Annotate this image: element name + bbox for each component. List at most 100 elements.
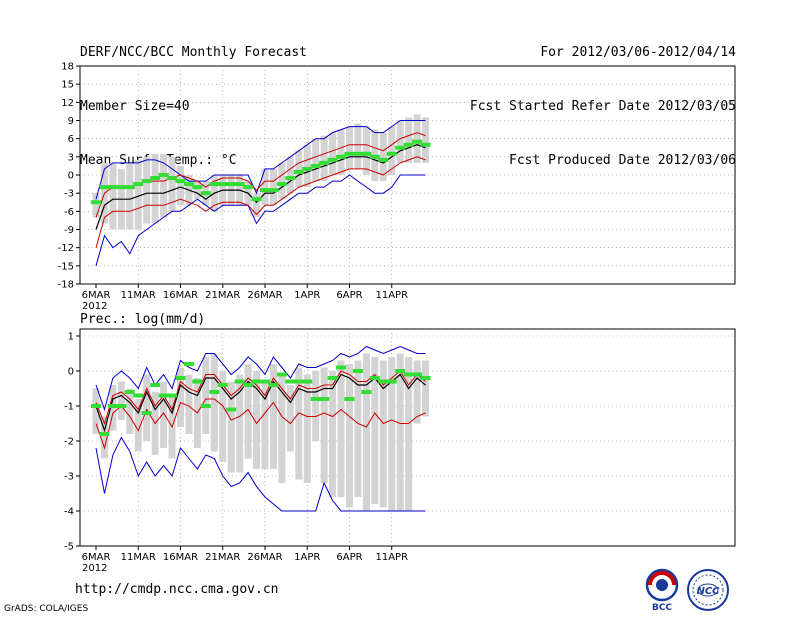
ensemble-spread-bar [92, 193, 100, 218]
observed-marker [319, 160, 330, 165]
observed-marker [378, 157, 389, 162]
ensemble-spread-bar [253, 371, 261, 469]
ensemble-spread-bar [109, 162, 117, 230]
observed-marker [192, 185, 203, 190]
observed-marker [395, 145, 406, 150]
y-tick-label: -5 [64, 542, 74, 553]
observed-marker [124, 390, 135, 394]
observed-marker [226, 182, 237, 187]
ensemble-spread-bar [143, 374, 151, 441]
ensemble-spread-bar [100, 416, 108, 459]
observed-marker [251, 197, 262, 202]
ensemble-spread-bar [312, 138, 320, 182]
ensemble-spread-bar [396, 120, 404, 163]
ensemble-spread-bar [320, 135, 328, 182]
observed-marker [158, 173, 169, 177]
observed-marker [344, 397, 355, 401]
ensemble-spread-bar [269, 168, 277, 206]
chart-title: DERF/NCC/BCC Monthly Forecast [80, 45, 307, 60]
observed-marker [310, 163, 321, 168]
ensemble-spread-bar [312, 371, 320, 441]
x-tick-label: 16MAR [163, 290, 198, 301]
observed-marker [327, 376, 338, 380]
y-tick-label: -18 [58, 280, 74, 291]
ensemble-spread-bar [379, 360, 387, 508]
observed-marker [91, 200, 101, 205]
ensemble-spread-bar [244, 364, 252, 459]
observed-marker [141, 179, 152, 184]
precip-panel-title: Prec.: log(mm/d) [80, 312, 205, 327]
series-ensemble-min [95, 174, 426, 266]
observed-marker [217, 182, 228, 187]
observed-marker [183, 182, 194, 187]
observed-marker [420, 376, 431, 380]
observed-marker [302, 166, 313, 171]
bcc-logo: BCC [645, 568, 679, 612]
y-tick-label: -6 [64, 207, 74, 218]
panel-frame [79, 328, 736, 547]
ensemble-spread-bar [346, 364, 353, 508]
observed-marker [251, 379, 262, 384]
ensemble-spread-bar [151, 153, 159, 224]
x-tick-label: 21MAR [205, 552, 240, 563]
observed-marker [167, 176, 178, 181]
ensemble-spread-bar [227, 381, 235, 473]
ensemble-spread-bar [126, 388, 134, 434]
ensemble-spread-bar [185, 374, 193, 434]
ensemble-spread-bar [405, 357, 413, 511]
series-ensemble-min [95, 436, 426, 512]
year-label: 2012 [82, 301, 107, 312]
observed-marker [243, 383, 254, 387]
ensemble-spread-bar [160, 153, 168, 218]
observed-marker [420, 142, 431, 147]
y-tick-label: 0 [68, 171, 74, 182]
x-tick-label: 26MAR [247, 552, 282, 563]
x-tick-label: 1APR [294, 290, 320, 301]
ensemble-spread-bar [126, 162, 134, 230]
observed-marker [209, 390, 220, 394]
observed-marker [175, 376, 186, 380]
observed-marker [336, 154, 347, 159]
ensemble-spread-bar [134, 399, 142, 452]
observed-marker [99, 185, 110, 190]
y-tick-label: 9 [68, 116, 74, 127]
observed-marker [200, 191, 211, 196]
y-tick-label: 0 [68, 367, 74, 378]
ensemble-spread-bar [134, 159, 142, 230]
observed-marker [369, 154, 380, 159]
observed-marker [99, 432, 110, 436]
series-ensemble-mean [95, 373, 426, 433]
y-tick-label: -12 [58, 243, 74, 254]
ensemble-spread-bar [320, 367, 328, 483]
svg-text:BCC: BCC [652, 603, 672, 612]
observed-marker [268, 383, 279, 387]
x-tick-label: 26MAR [247, 290, 282, 301]
observed-marker [412, 372, 423, 377]
observed-marker [361, 151, 372, 156]
observed-marker [260, 188, 270, 193]
ensemble-spread-bar [413, 114, 421, 163]
ensemble-spread-bar [371, 357, 379, 504]
ensemble-spread-bar [117, 381, 125, 420]
ensemble-spread-bar [388, 126, 396, 175]
source-url[interactable]: http://cmdp.ncc.cma.gov.cn [75, 582, 279, 597]
observed-marker [293, 169, 304, 174]
observed-marker [192, 379, 203, 384]
ensemble-spread-bar [202, 357, 210, 434]
series-ensemble-max [95, 120, 426, 200]
observed-marker [183, 362, 194, 366]
observed-marker [116, 185, 127, 190]
member-size: Member Size=40 [80, 99, 190, 114]
x-tick-label: 1APR [294, 552, 320, 563]
observed-marker [386, 151, 397, 156]
series-ensemble-max [95, 345, 426, 412]
x-tick-label: 11APR [375, 552, 408, 563]
x-tick-label: 11MAR [121, 552, 156, 563]
ensemble-spread-bar [92, 388, 100, 434]
fcst-started-date: Fcst Started Refer Date 2012/03/05 [469, 99, 736, 114]
ensemble-spread-bar [337, 360, 345, 497]
y-tick-label: 15 [61, 80, 74, 91]
observed-marker [217, 383, 228, 387]
ensemble-spread-bar [269, 364, 277, 469]
x-tick-label: 21MAR [205, 290, 240, 301]
